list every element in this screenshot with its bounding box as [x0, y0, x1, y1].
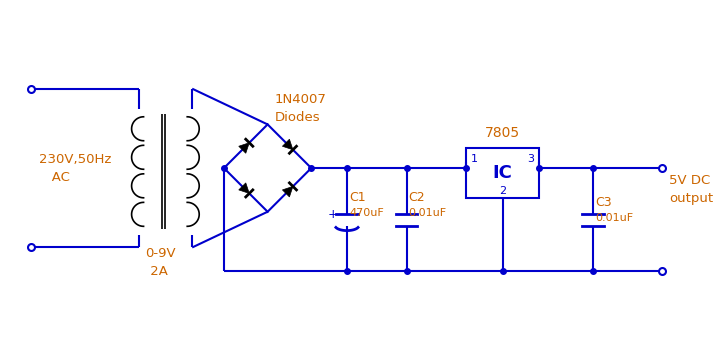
Text: 5V DC
output: 5V DC output — [669, 174, 713, 205]
Text: 7805: 7805 — [485, 126, 521, 140]
Text: 0-9V
 2A: 0-9V 2A — [146, 247, 176, 278]
Text: C3: C3 — [595, 196, 612, 209]
Text: 230V,50Hz
   AC: 230V,50Hz AC — [39, 153, 112, 184]
Text: 470uF: 470uF — [349, 208, 384, 218]
Polygon shape — [283, 187, 293, 197]
Text: 0.01uF: 0.01uF — [408, 208, 447, 218]
Polygon shape — [239, 183, 249, 193]
Text: C1: C1 — [349, 191, 365, 204]
Text: 1N4007
Diodes: 1N4007 Diodes — [275, 93, 326, 124]
Text: 3: 3 — [528, 154, 534, 164]
Bar — [466, 148, 539, 198]
Text: 0.01uF: 0.01uF — [595, 213, 633, 223]
Text: +: + — [328, 208, 339, 221]
Polygon shape — [283, 139, 293, 150]
Text: 2: 2 — [500, 186, 506, 196]
Text: IC: IC — [493, 164, 513, 182]
Polygon shape — [239, 143, 249, 153]
Text: C2: C2 — [408, 191, 425, 204]
Text: 1: 1 — [471, 154, 478, 164]
